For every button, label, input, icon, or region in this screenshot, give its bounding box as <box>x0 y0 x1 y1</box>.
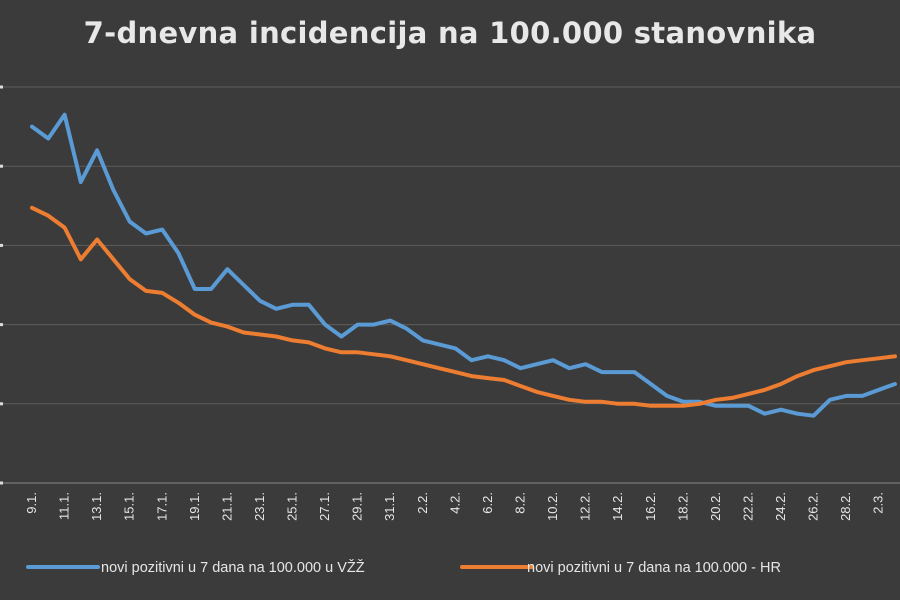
x-tick-label: 21.1. <box>219 492 234 521</box>
x-tick-label: 2.2. <box>415 492 430 514</box>
x-tick-label: 15.1. <box>122 492 137 521</box>
y-tick-mark <box>0 164 3 168</box>
legend-label-0: novi pozitivni u 7 dana na 100.000 u VŽŽ <box>101 559 365 576</box>
axis-layer: 9.1. 11.1. 13.1. 15.1. 17.1. 19.1. 21.1. 23.1. 2… <box>24 492 886 521</box>
x-tick-label: 11.1. <box>57 492 72 520</box>
series-layer <box>30 112 897 418</box>
legend-label-1: novi pozitivni u 7 dana na 100.000 - HR <box>527 560 781 576</box>
x-tick-label: 31.1. <box>382 492 397 521</box>
chart-title: 7-dnevna incidencija na 100.000 stanovni… <box>83 16 817 50</box>
y-tick-mark <box>0 243 3 247</box>
x-tick-label: 12.2. <box>578 492 593 521</box>
y-tick-mark <box>0 323 3 327</box>
series-line-0 <box>30 112 897 418</box>
x-tick-label: 14.2. <box>610 492 625 521</box>
x-tick-label: 23.1. <box>252 492 267 521</box>
x-tick-label: 25.1. <box>285 492 300 521</box>
x-tick-label: 22.2. <box>740 492 755 521</box>
x-tick-label: 8.2. <box>512 492 527 514</box>
x-tick-label: 28.2. <box>838 492 853 521</box>
x-tick-label: 29.1. <box>350 492 365 521</box>
x-tick-label: 2.3. <box>871 492 886 514</box>
y-tick-mark <box>0 481 3 485</box>
x-tick-label: 10.2. <box>545 492 560 521</box>
x-tick-label: 17.1. <box>154 492 169 521</box>
x-tick-label: 9.1. <box>24 492 39 514</box>
grid-layer <box>0 85 900 485</box>
series-line-1 <box>30 205 897 408</box>
x-tick-label: 13.1. <box>89 492 104 521</box>
x-tick-label: 24.2. <box>773 492 788 521</box>
x-tick-label: 20.2. <box>708 492 723 521</box>
y-tick-mark <box>0 402 3 406</box>
x-tick-label: 4.2. <box>447 492 462 514</box>
x-tick-label: 16.2. <box>643 492 658 521</box>
y-tick-mark <box>0 85 3 89</box>
x-tick-label: 6.2. <box>480 492 495 514</box>
legend-layer: novi pozitivni u 7 dana na 100.000 u VŽŽ… <box>26 559 781 576</box>
x-tick-label: 19.1. <box>187 492 202 521</box>
x-tick-label: 26.2. <box>806 492 821 521</box>
x-tick-label: 27.1. <box>317 492 332 521</box>
x-tick-label: 18.2. <box>675 492 690 521</box>
